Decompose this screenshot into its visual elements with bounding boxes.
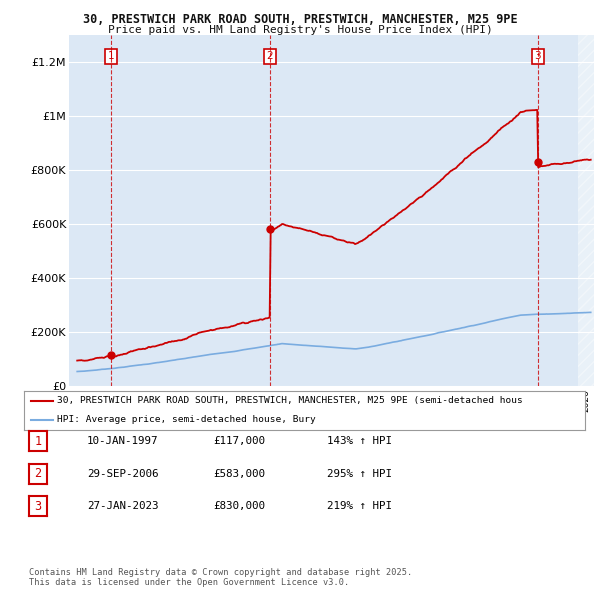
Text: 30, PRESTWICH PARK ROAD SOUTH, PRESTWICH, MANCHESTER, M25 9PE: 30, PRESTWICH PARK ROAD SOUTH, PRESTWICH… [83, 13, 517, 26]
Text: 2: 2 [266, 51, 273, 61]
Text: 29-SEP-2006: 29-SEP-2006 [87, 469, 158, 478]
Text: 1: 1 [34, 435, 41, 448]
Bar [578, 35, 594, 386]
Text: Price paid vs. HM Land Registry's House Price Index (HPI): Price paid vs. HM Land Registry's House … [107, 25, 493, 35]
Text: Contains HM Land Registry data © Crown copyright and database right 2025.
This d: Contains HM Land Registry data © Crown c… [29, 568, 412, 587]
Text: 295% ↑ HPI: 295% ↑ HPI [327, 469, 392, 478]
Text: £830,000: £830,000 [213, 502, 265, 511]
Text: 3: 3 [535, 51, 541, 61]
Text: 219% ↑ HPI: 219% ↑ HPI [327, 502, 392, 511]
Text: 143% ↑ HPI: 143% ↑ HPI [327, 437, 392, 446]
Text: HPI: Average price, semi-detached house, Bury: HPI: Average price, semi-detached house,… [56, 415, 315, 424]
Text: 30, PRESTWICH PARK ROAD SOUTH, PRESTWICH, MANCHESTER, M25 9PE (semi-detached hou: 30, PRESTWICH PARK ROAD SOUTH, PRESTWICH… [56, 396, 522, 405]
Text: 1: 1 [107, 51, 114, 61]
Text: £583,000: £583,000 [213, 469, 265, 478]
Text: 27-JAN-2023: 27-JAN-2023 [87, 502, 158, 511]
Text: 10-JAN-1997: 10-JAN-1997 [87, 437, 158, 446]
Text: 2: 2 [34, 467, 41, 480]
Text: £117,000: £117,000 [213, 437, 265, 446]
Text: 3: 3 [34, 500, 41, 513]
